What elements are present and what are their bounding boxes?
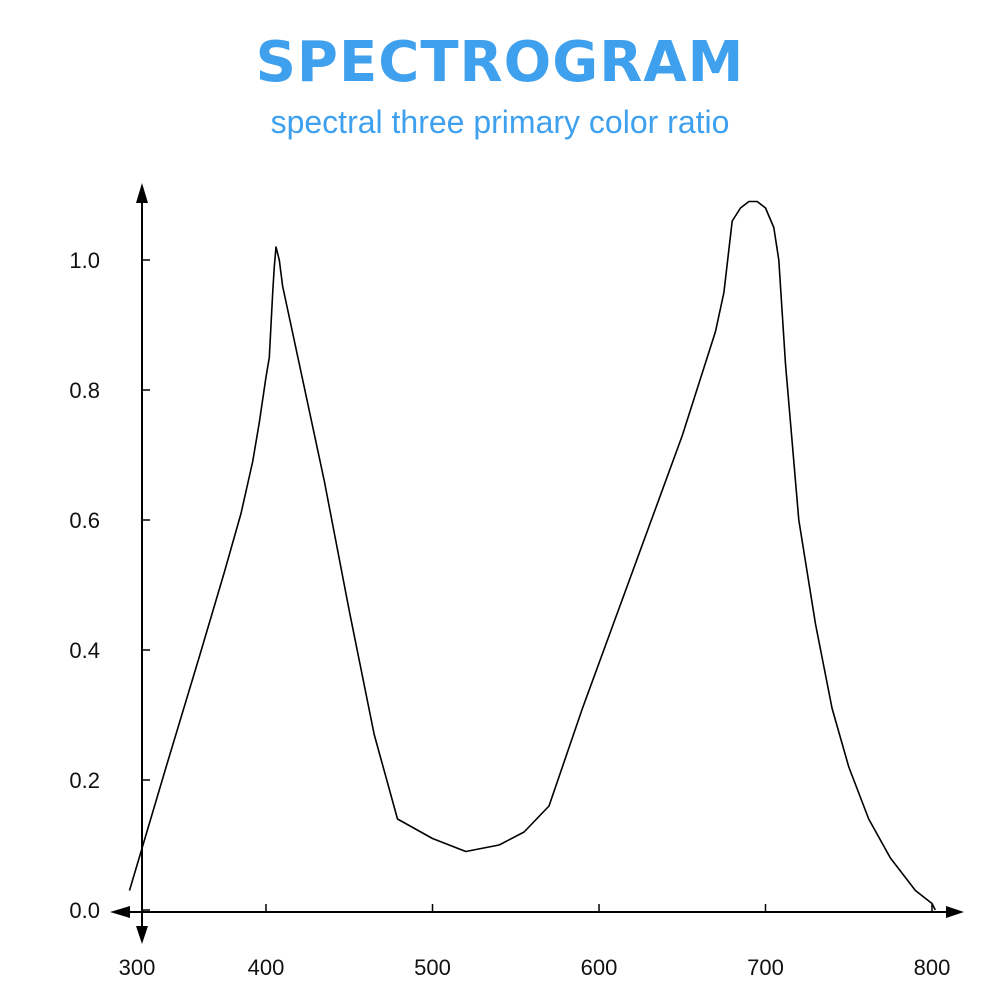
x-tick-label: 600	[581, 955, 618, 980]
axes	[110, 183, 964, 944]
y-tick-label: 1.0	[69, 248, 100, 273]
x-tick-label: 300	[119, 955, 156, 980]
x-tick-label: 400	[248, 955, 285, 980]
y-tick-label: 0.2	[69, 768, 100, 793]
x-axis-arrow-left	[110, 906, 130, 918]
x-axis-arrow-right	[946, 906, 964, 918]
x-tick-label: 500	[414, 955, 451, 980]
chart-subtitle: spectral three primary color ratio	[270, 104, 730, 140]
y-tick-label: 0.6	[69, 508, 100, 533]
y-tick-label: 0.4	[69, 638, 100, 663]
tick-labels: 0.0 0.2 0.4 0.6 0.8 1.0 300 400 500 600 700 800	[69, 248, 950, 980]
chart-title: SPECTROGRAM	[255, 30, 745, 95]
y-axis-arrow-up	[136, 183, 148, 203]
x-tick-label: 800	[914, 955, 951, 980]
x-tick-label: 700	[747, 955, 784, 980]
spectrum-line	[128, 200, 937, 911]
y-tick-label: 0.0	[69, 898, 100, 923]
y-axis-arrow-down	[136, 926, 148, 944]
y-tick-label: 0.8	[69, 378, 100, 403]
